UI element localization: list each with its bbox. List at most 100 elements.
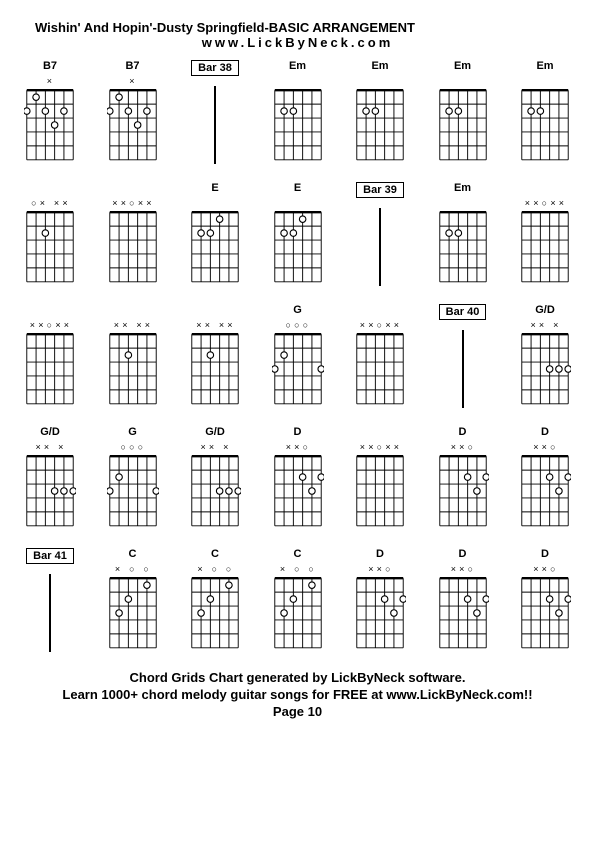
- chord-cell: E: [263, 182, 333, 286]
- string-markers: ○○○: [121, 442, 147, 452]
- chord-diagram: [437, 452, 489, 530]
- chord-label: C: [294, 548, 302, 562]
- chord-label: B7: [43, 60, 57, 74]
- string-markers: ○× ××: [31, 198, 71, 208]
- string-markers: ×× ×: [200, 442, 231, 452]
- chord-diagram: [189, 330, 241, 408]
- chord-label: Em: [289, 60, 306, 74]
- string-markers: ××○: [533, 564, 559, 574]
- string-markers: ×× ××: [114, 320, 154, 330]
- chord-label: Em: [371, 60, 388, 74]
- chord-diagram: [519, 452, 571, 530]
- chord-label: G: [128, 426, 137, 440]
- chord-diagram: [107, 208, 159, 286]
- chord-diagram: [354, 574, 406, 652]
- chord-diagram: [519, 330, 571, 408]
- site-url: www.LickByNeck.com: [15, 35, 580, 50]
- chord-label: E: [294, 182, 301, 196]
- chord-diagram: [437, 208, 489, 286]
- chord-diagram: [519, 574, 571, 652]
- chord-cell: ○× ××: [15, 182, 85, 286]
- chord-diagram: [24, 86, 76, 164]
- chord-cell: C× ○ ○: [263, 548, 333, 652]
- page-number: Page 10: [15, 704, 580, 721]
- chord-row: G/D×× × G ○○○ G/D×× × D××○ ××○×× D××○ D×…: [15, 426, 580, 530]
- chord-diagram: [354, 330, 406, 408]
- chord-label: G: [293, 304, 302, 318]
- bar-label: Bar 39: [356, 182, 404, 198]
- chord-diagram: [24, 330, 76, 408]
- bar-divider: [49, 574, 51, 652]
- string-markers: ××○: [451, 564, 477, 574]
- chord-cell: Em: [428, 60, 498, 164]
- string-markers: ××○: [286, 442, 312, 452]
- chord-row: ○× ×× ××○×× E E Bar 39Em ××○××: [15, 182, 580, 286]
- chord-cell: Em: [428, 182, 498, 286]
- chord-cell: D××○: [428, 426, 498, 530]
- chord-diagram: [272, 574, 324, 652]
- chord-cell: D ××○: [510, 548, 580, 652]
- chord-cell: Em: [510, 60, 580, 164]
- chord-cell: G/D ×× ×: [180, 426, 250, 530]
- chord-diagram: [24, 208, 76, 286]
- chord-cell: ××○××: [98, 182, 168, 286]
- string-markers: ××○××: [360, 320, 402, 330]
- string-markers: ×× ×: [35, 442, 66, 452]
- song-title: Wishin' And Hopin'-Dusty Springfield-BAS…: [15, 20, 580, 35]
- chord-cell: E: [180, 182, 250, 286]
- chord-label: D: [459, 548, 467, 562]
- chord-diagram: [272, 330, 324, 408]
- string-markers: ××○: [368, 564, 394, 574]
- chord-label: B7: [125, 60, 139, 74]
- chord-label: D: [541, 426, 549, 440]
- header: Wishin' And Hopin'-Dusty Springfield-BAS…: [15, 20, 580, 50]
- chord-cell: C× ○ ○: [180, 548, 250, 652]
- chord-cell: D ××○: [428, 548, 498, 652]
- string-markers: ××○: [533, 442, 559, 452]
- chord-row: ××○×× ×× ×× ×× ×× G ○○○ ××○×× Bar 40G/D×…: [15, 304, 580, 408]
- chord-diagram: [107, 574, 159, 652]
- chord-cell: G ○○○: [98, 426, 168, 530]
- chord-label: D: [541, 548, 549, 562]
- chord-label: Em: [454, 60, 471, 74]
- chord-cell: D ××○: [345, 548, 415, 652]
- chord-diagram: [354, 452, 406, 530]
- string-markers: × ○ ○: [115, 564, 152, 574]
- chord-diagram: [189, 208, 241, 286]
- chord-cell: G/D ×× ×: [15, 426, 85, 530]
- chord-grid: B7× B7× Bar 38Em Em Em Em ○× ×× ××○×× E …: [15, 60, 580, 652]
- bar-marker: Bar 39: [345, 182, 415, 286]
- string-markers: ××○××: [360, 442, 402, 452]
- chord-cell: Em: [263, 60, 333, 164]
- chord-cell: B7×: [98, 60, 168, 164]
- chord-label: E: [211, 182, 218, 196]
- chord-cell: ××○××: [15, 304, 85, 408]
- bar-label: Bar 38: [191, 60, 239, 76]
- chord-diagram: [107, 86, 159, 164]
- chord-diagram: [437, 86, 489, 164]
- chord-diagram: [519, 86, 571, 164]
- chord-diagram: [24, 452, 76, 530]
- string-markers: ××○××: [30, 320, 72, 330]
- chord-cell: ×× ××: [180, 304, 250, 408]
- chord-label: G/D: [205, 426, 225, 440]
- chord-diagram: [272, 452, 324, 530]
- chord-row: Bar 41C× ○ ○ C× ○ ○ C× ○ ○ D××○ D××○ D××…: [15, 548, 580, 652]
- chord-diagram: [107, 452, 159, 530]
- chord-diagram: [354, 86, 406, 164]
- chord-label: Em: [536, 60, 553, 74]
- chord-cell: B7 ×: [15, 60, 85, 164]
- chord-cell: C× ○ ○: [98, 548, 168, 652]
- chord-cell: ××○××: [345, 304, 415, 408]
- chord-page: Wishin' And Hopin'-Dusty Springfield-BAS…: [0, 0, 595, 731]
- chord-cell: D ××○: [510, 426, 580, 530]
- chord-cell: Em: [345, 60, 415, 164]
- footer-line-1: Chord Grids Chart generated by LickByNec…: [15, 670, 580, 687]
- string-markers: × ○ ○: [197, 564, 234, 574]
- string-markers: ×× ×: [530, 320, 561, 330]
- string-markers: ××○: [451, 442, 477, 452]
- string-markers: ×: [47, 76, 55, 86]
- chord-cell: ××○××: [345, 426, 415, 530]
- chord-label: G/D: [40, 426, 60, 440]
- chord-label: D: [376, 548, 384, 562]
